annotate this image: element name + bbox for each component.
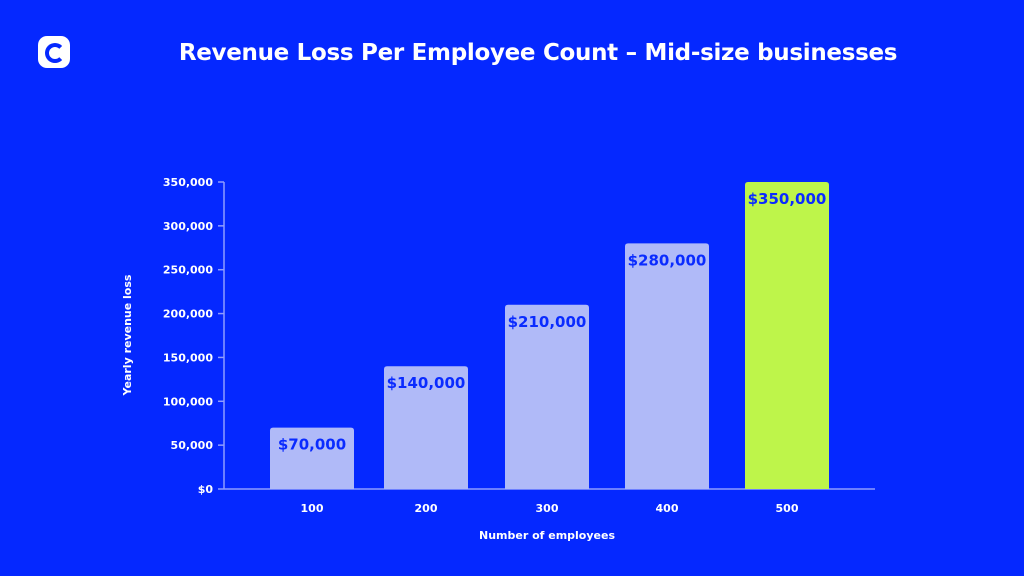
bar-data-label: $280,000 — [628, 251, 707, 269]
y-tick-label: $0 — [198, 483, 214, 496]
c-logo-icon — [38, 36, 70, 68]
x-axis-label: Number of employees — [479, 529, 615, 542]
x-tick-label: 500 — [776, 502, 799, 515]
bar-data-label: $350,000 — [748, 190, 827, 208]
bar — [745, 182, 829, 489]
x-tick-label: 300 — [536, 502, 559, 515]
y-tick-label: 300,000 — [163, 220, 213, 233]
bar-data-label: $210,000 — [508, 313, 587, 331]
y-tick-label: 200,000 — [163, 308, 213, 321]
bar — [505, 304, 589, 489]
y-tick-label: 100,000 — [163, 395, 213, 408]
x-tick-label: 100 — [301, 502, 324, 515]
bar-data-label: $70,000 — [278, 436, 346, 454]
y-tick-label: 250,000 — [163, 264, 213, 277]
bar — [270, 427, 354, 489]
chart-title: Revenue Loss Per Employee Count – Mid-si… — [178, 40, 898, 66]
y-tick-label: 50,000 — [171, 439, 214, 452]
x-tick-label: 200 — [415, 502, 438, 515]
bar — [625, 243, 709, 489]
x-tick-label: 400 — [656, 502, 679, 515]
y-axis-label: Yearly revenue loss — [121, 274, 134, 396]
y-tick-label: 150,000 — [163, 351, 213, 364]
bar-data-label: $140,000 — [387, 374, 466, 392]
y-tick-label: 350,000 — [163, 176, 213, 189]
bar — [384, 366, 468, 489]
